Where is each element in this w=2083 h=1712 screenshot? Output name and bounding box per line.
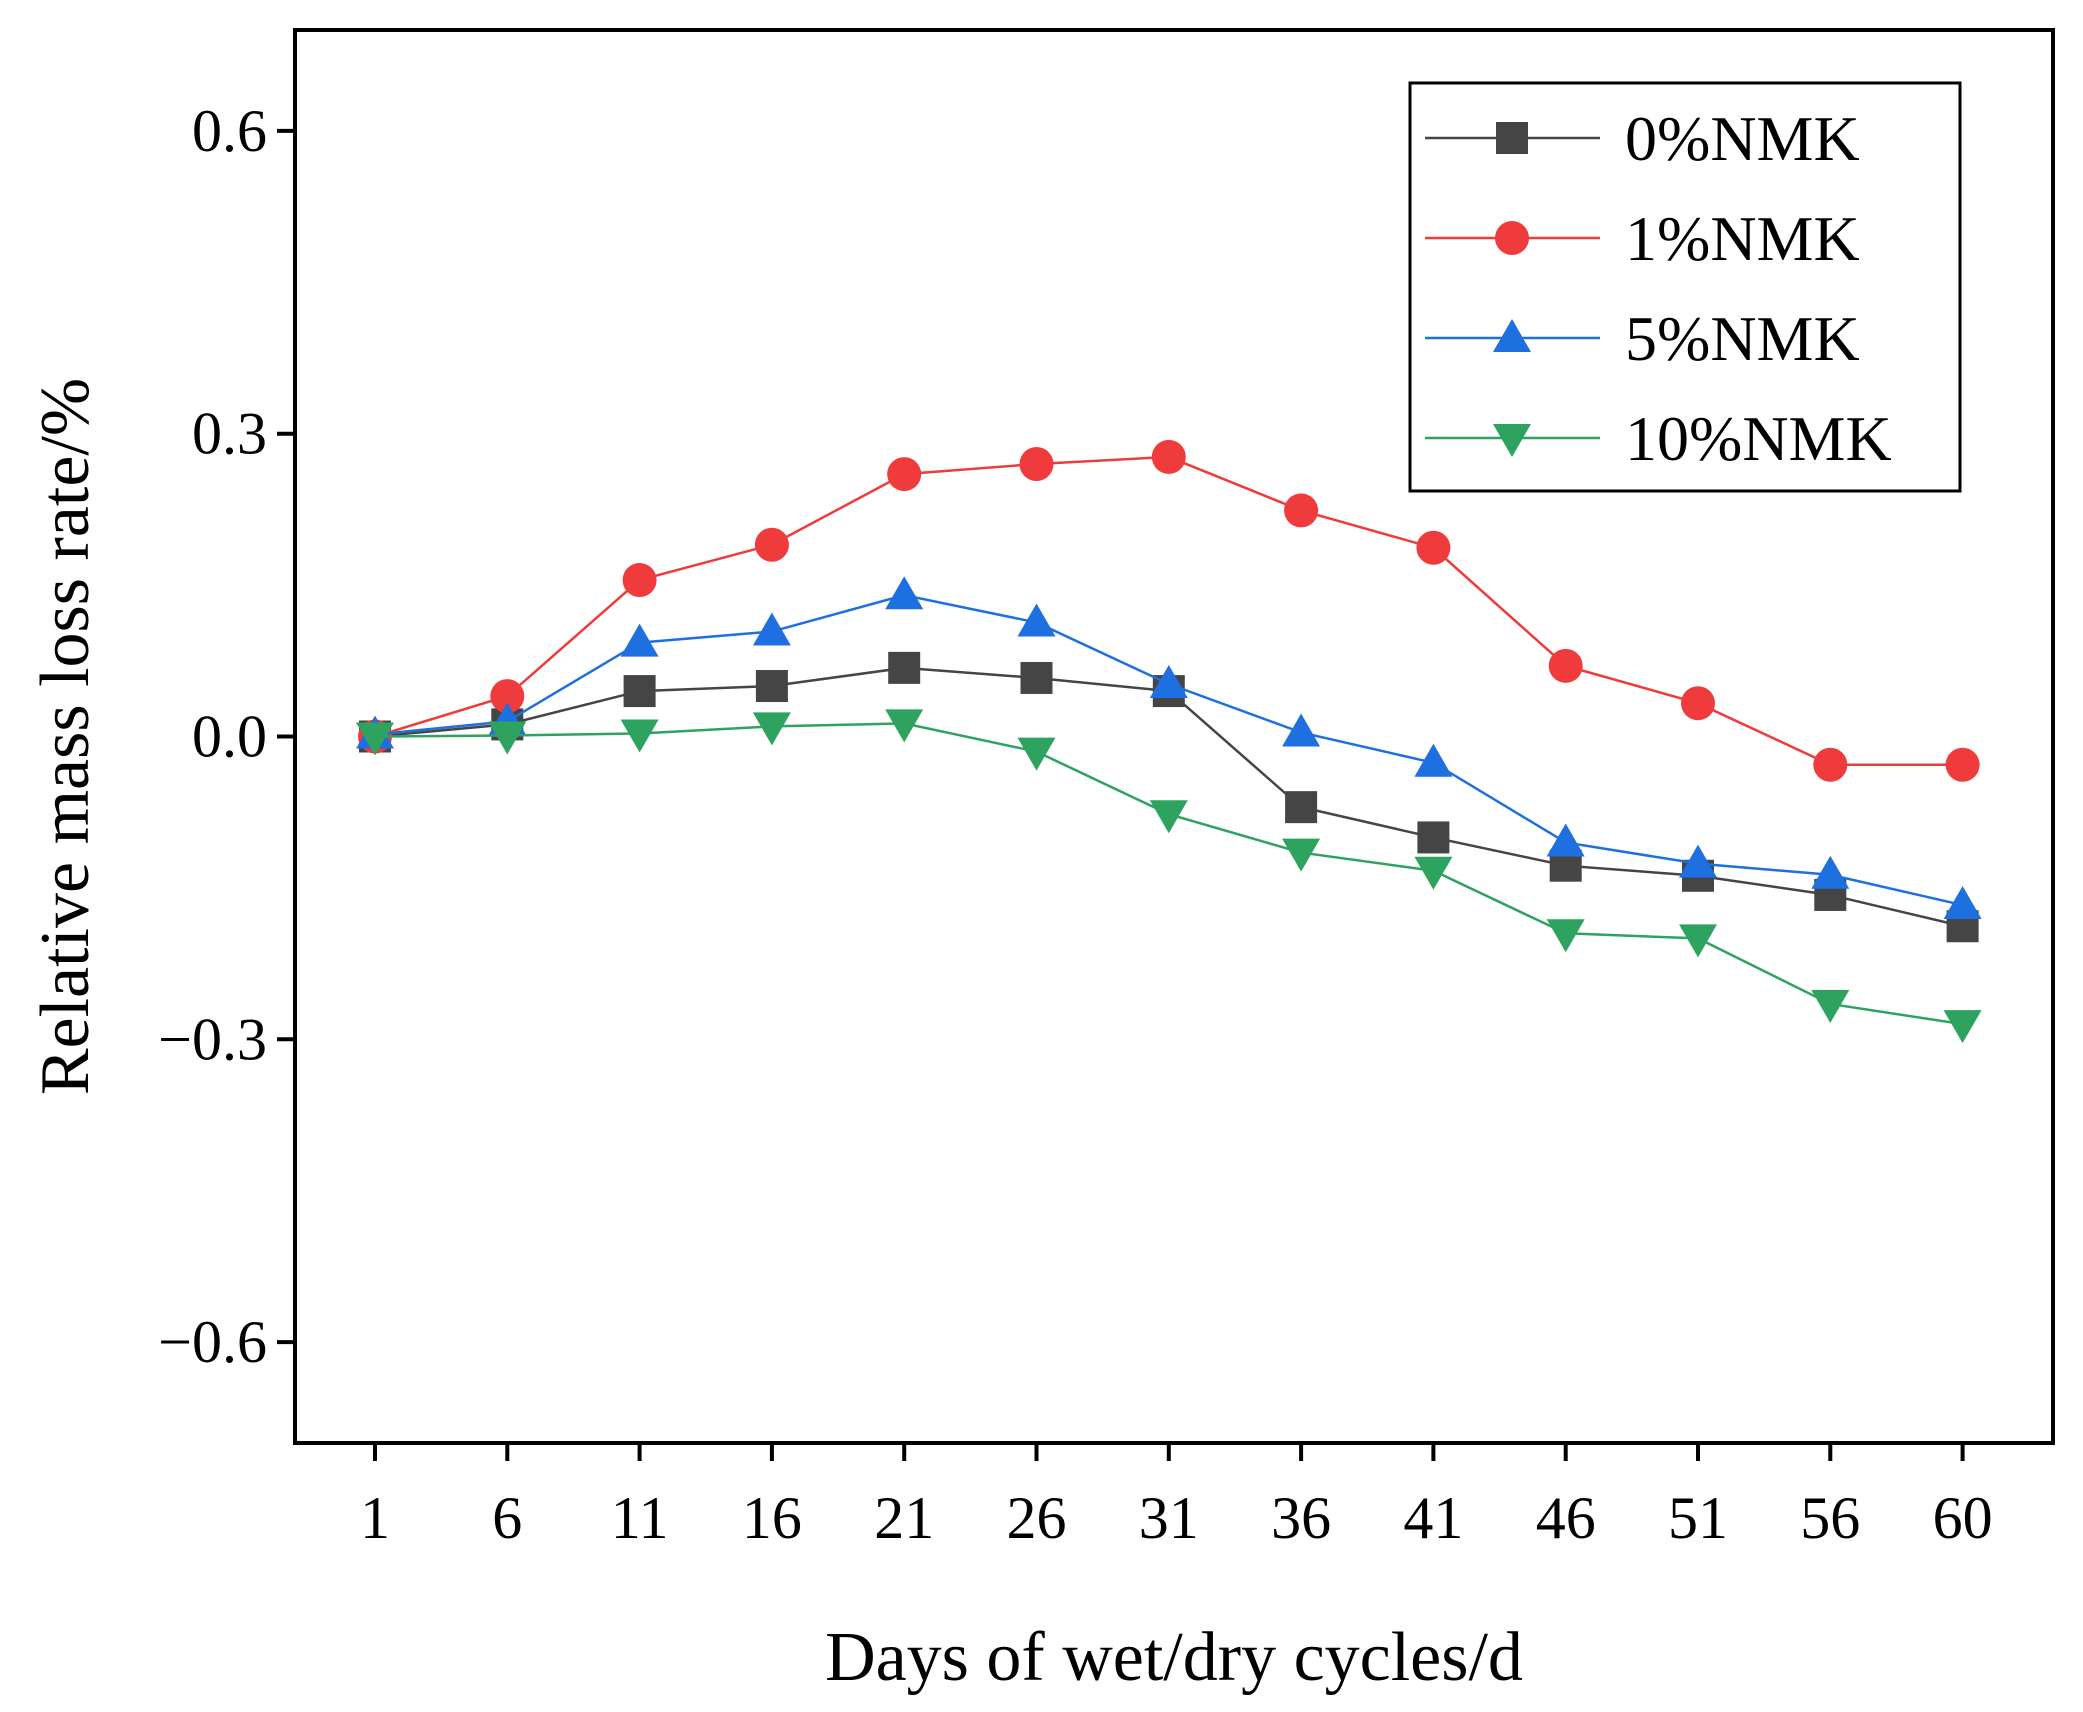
data-point <box>1019 446 1054 481</box>
series-5pct-nmk <box>356 576 1982 920</box>
data-point <box>752 712 791 746</box>
x-tick-label: 56 <box>1800 1485 1860 1551</box>
legend-label: 0%NMK <box>1625 103 1860 174</box>
data-point <box>755 670 788 703</box>
y-tick-label: −0.3 <box>158 1006 267 1072</box>
legend-item: 10%NMK <box>1425 403 1892 474</box>
legend-label: 5%NMK <box>1625 303 1860 374</box>
x-tick-label: 16 <box>742 1485 802 1551</box>
y-tick-label: 0.0 <box>192 704 267 770</box>
axes: −0.6−0.30.00.30.61 6 11 16 21 26 31 36 41 46 51 56 6… <box>158 98 1992 1551</box>
plot-area <box>356 439 1982 1044</box>
x-tick-label: 46 <box>1536 1485 1596 1551</box>
data-point <box>356 722 394 756</box>
data-point <box>622 563 657 598</box>
legend-item: 1%NMK <box>1425 203 1860 274</box>
data-point <box>1020 661 1053 694</box>
data-point <box>1679 924 1717 958</box>
x-tick-label: 41 <box>1403 1485 1463 1551</box>
x-tick-label: 60 <box>1933 1485 1993 1551</box>
data-point <box>1811 855 1850 889</box>
data-point <box>1546 919 1585 953</box>
x-tick-label: 36 <box>1271 1485 1331 1551</box>
y-axis-title: Relative mass loss rate/% <box>27 378 104 1095</box>
data-point <box>1813 747 1848 782</box>
legend-marker <box>1493 424 1531 457</box>
series-1pct-nmk <box>358 439 1980 782</box>
legend-marker <box>1495 221 1529 255</box>
data-point <box>490 679 525 714</box>
data-point <box>752 612 791 646</box>
x-tick-label: 26 <box>1007 1485 1067 1551</box>
x-tick-label: 6 <box>492 1485 522 1551</box>
data-point <box>1417 821 1450 854</box>
data-point <box>1546 823 1585 857</box>
series-line <box>374 722 1963 1026</box>
legend-marker <box>1493 319 1531 352</box>
data-point <box>1149 665 1188 699</box>
legend-label: 1%NMK <box>1625 203 1860 274</box>
x-tick-label: 11 <box>611 1485 669 1551</box>
legend-item: 0%NMK <box>1425 103 1860 174</box>
data-point <box>885 576 924 610</box>
series-10pct-nmk <box>356 709 1982 1044</box>
y-tick-label: 0.6 <box>192 98 267 164</box>
data-point <box>1151 439 1186 474</box>
data-point <box>1414 743 1453 777</box>
data-point <box>1416 530 1451 565</box>
data-point <box>620 719 659 753</box>
data-point <box>1811 989 1850 1023</box>
series-line <box>374 593 1963 907</box>
data-point <box>488 721 527 755</box>
data-point <box>1943 886 1982 920</box>
data-point <box>1285 791 1318 824</box>
x-tick-label: 21 <box>874 1485 934 1551</box>
data-point <box>1679 844 1717 878</box>
legend-label: 10%NMK <box>1625 403 1892 474</box>
data-point <box>887 457 922 492</box>
data-point <box>1414 856 1453 890</box>
data-point <box>620 623 659 657</box>
data-point <box>885 709 924 743</box>
y-tick-label: −0.6 <box>158 1309 267 1375</box>
x-tick-label: 31 <box>1139 1485 1199 1551</box>
data-point <box>623 675 656 708</box>
legend: 0%NMK 1%NMK 5%NMK 10%NMK <box>1408 81 1962 493</box>
data-point <box>1943 1010 1982 1044</box>
y-tick-label: 0.3 <box>192 401 267 467</box>
data-point <box>754 527 789 562</box>
series-line <box>374 455 1963 767</box>
x-tick-label: 51 <box>1668 1485 1728 1551</box>
data-point <box>1282 713 1321 747</box>
legend-marker <box>1496 122 1528 154</box>
data-point <box>1149 800 1188 834</box>
data-point <box>1548 648 1583 683</box>
data-point <box>888 651 921 684</box>
data-point <box>1284 493 1319 528</box>
data-point <box>1945 747 1980 782</box>
data-point <box>1017 603 1056 637</box>
x-tick-label: 1 <box>360 1485 390 1551</box>
data-point <box>1017 737 1056 771</box>
data-point <box>1681 686 1715 721</box>
x-axis-title: Days of wet/dry cycles/d <box>825 1619 1523 1696</box>
data-point <box>1282 838 1321 872</box>
legend-item: 5%NMK <box>1425 303 1860 374</box>
